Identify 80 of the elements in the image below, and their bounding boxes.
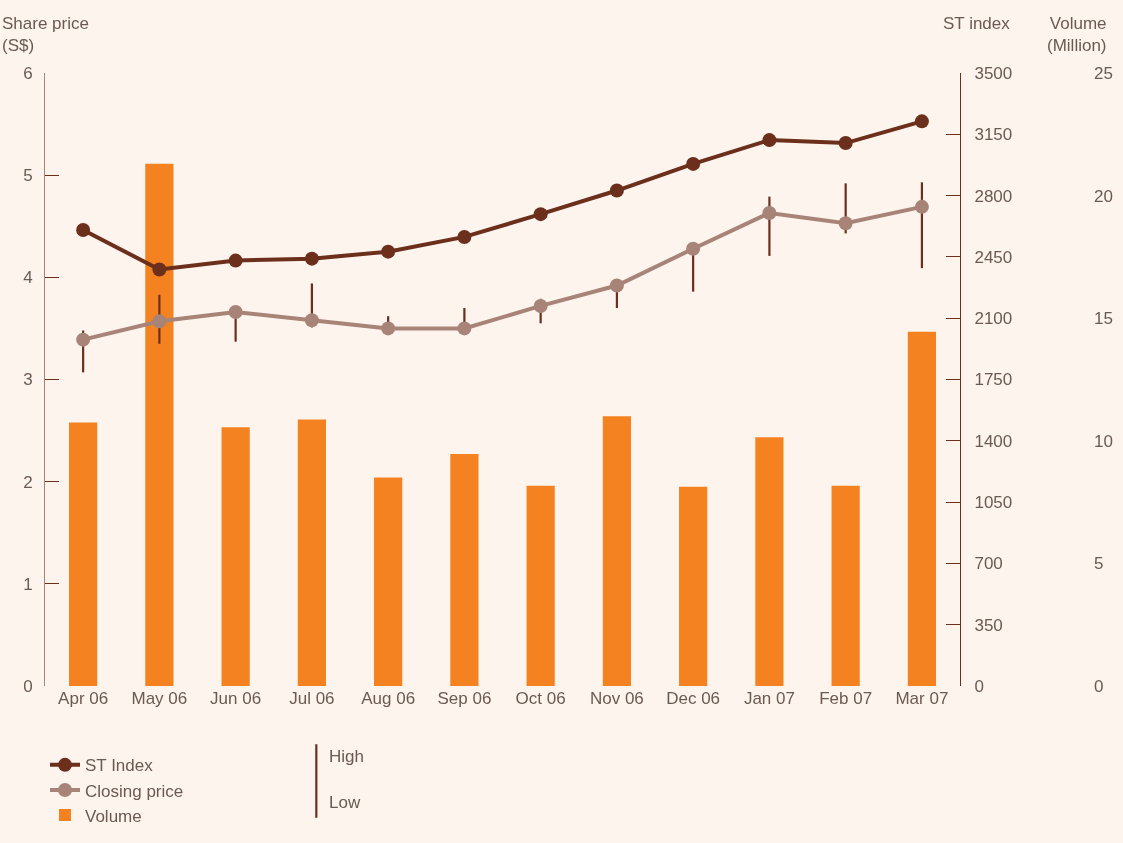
x-tick-label: Apr 06	[58, 689, 109, 708]
point	[686, 156, 701, 171]
y3-axis-title: Volume (Million)	[1047, 14, 1107, 56]
point	[228, 253, 243, 268]
bar	[602, 416, 632, 686]
y2-axis-title: ST index	[943, 14, 1011, 33]
x-tick-label: Mar 07	[895, 689, 949, 708]
point	[228, 305, 243, 320]
legend-label: ST Index	[85, 756, 154, 776]
point	[609, 278, 624, 293]
y2-tick-label: 1750	[974, 370, 1013, 390]
text: High	[329, 747, 364, 766]
text: Low	[329, 793, 361, 812]
y-tick-label: 4	[23, 268, 33, 288]
y-axis-title: Share price (S$)	[2, 14, 89, 56]
point	[304, 313, 319, 328]
bar	[297, 419, 326, 686]
y-tick-label: 2	[23, 472, 33, 492]
point	[762, 205, 777, 220]
bar	[755, 437, 784, 686]
x-tick-label: Aug 06	[361, 689, 416, 708]
bar	[907, 331, 937, 686]
point	[609, 183, 624, 198]
x-tick-label: Jul 06	[289, 689, 335, 708]
point	[304, 251, 319, 266]
point	[381, 321, 396, 336]
x-tick-label: Jan 07	[743, 689, 795, 708]
y2-tick-label: 3150	[974, 125, 1013, 145]
point	[381, 244, 396, 259]
y-tick-label: 0	[23, 676, 33, 696]
y2-tick-label: 350	[974, 615, 1003, 635]
y2-tick-label: 3500	[974, 63, 1013, 83]
bar	[831, 485, 860, 686]
legend-label: Volume	[85, 806, 142, 826]
bar	[145, 163, 174, 686]
y-tick-label: 3	[23, 370, 33, 390]
bar	[69, 422, 98, 686]
point	[838, 216, 853, 231]
y-tick-label: 5	[23, 166, 33, 186]
point	[457, 229, 472, 244]
point	[152, 262, 167, 277]
point	[762, 133, 777, 148]
y3-tick-label: 0	[1094, 676, 1104, 696]
x-tick-label: Dec 06	[666, 689, 721, 708]
point	[686, 241, 701, 256]
point	[533, 298, 548, 313]
y-tick-label: 1	[23, 574, 33, 594]
y2-tick-label: 2100	[974, 309, 1013, 329]
point	[533, 207, 548, 222]
y3-tick-label: 25	[1094, 63, 1113, 83]
y3-tick-label: 5	[1094, 554, 1104, 574]
bar	[221, 427, 250, 686]
x-tick-label: Feb 07	[819, 689, 873, 708]
x-tick-label: Jun 06	[210, 689, 262, 708]
point	[457, 321, 472, 336]
y3-tick-label: 15	[1094, 309, 1113, 329]
y2-tick-label: 2800	[974, 186, 1013, 206]
bar	[679, 486, 708, 686]
y-tick-label: 6	[23, 63, 33, 83]
y3-tick-label: 10	[1094, 431, 1113, 451]
x-tick-label: Nov 06	[589, 689, 644, 708]
point	[76, 222, 91, 237]
point	[914, 114, 929, 129]
x-tick-label: May 06	[131, 689, 188, 708]
point	[838, 136, 853, 151]
bar	[526, 485, 555, 686]
bar	[450, 454, 479, 686]
y2-tick-label: 1400	[974, 431, 1013, 451]
y2-tick-label: 1050	[974, 493, 1013, 513]
bar	[374, 477, 403, 686]
legend-label: Closing price	[85, 781, 184, 801]
x-tick-label: Oct 06	[515, 689, 566, 708]
y3-tick-label: 20	[1094, 186, 1113, 206]
point	[76, 332, 91, 347]
point	[152, 314, 167, 329]
y2-tick-label: 2450	[974, 247, 1013, 267]
point	[914, 199, 929, 214]
x-tick-label: Sep 06	[437, 689, 492, 708]
y2-tick-label: 700	[974, 554, 1003, 574]
y2-tick-label: 0	[974, 676, 984, 696]
